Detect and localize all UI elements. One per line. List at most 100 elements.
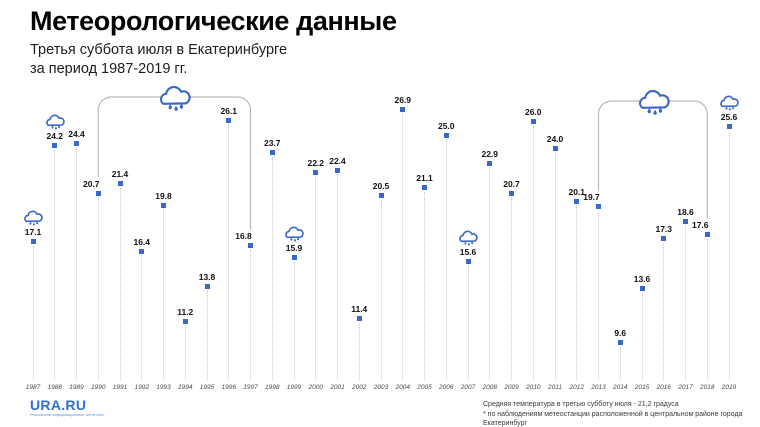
year-label: 2001: [330, 384, 345, 391]
value-label: 17.6: [691, 220, 709, 231]
value-label: 17.3: [655, 224, 673, 235]
value-label: 17.1: [24, 227, 42, 238]
data-point-marker: [117, 181, 123, 187]
year-label: 2011: [548, 384, 562, 391]
rain-cloud-icon: [457, 229, 479, 253]
stem: [576, 205, 578, 380]
value-label: 22.2: [307, 158, 325, 169]
stem: [358, 322, 360, 380]
data-point-marker: [596, 204, 601, 210]
data-point-marker: [683, 218, 688, 224]
data-point-marker: [182, 318, 188, 324]
stem: [54, 149, 56, 380]
stem: [424, 191, 425, 380]
stem: [228, 124, 230, 380]
data-point-marker: [52, 143, 58, 149]
stem: [76, 147, 77, 380]
stem: [598, 210, 599, 380]
data-point-marker: [400, 106, 406, 112]
data-point-marker: [74, 140, 79, 146]
value-label: 11.2: [177, 306, 194, 317]
year-label: 2004: [395, 384, 410, 391]
stem: [337, 174, 338, 380]
year-label: 1998: [265, 384, 280, 391]
value-label: 22.4: [329, 155, 346, 166]
data-point-marker: [443, 132, 449, 138]
stem: [706, 238, 708, 380]
year-label: 2015: [634, 384, 650, 391]
data-point-marker: [378, 193, 384, 199]
data-point-marker: [552, 146, 558, 151]
rain-cloud-icon: [22, 209, 44, 233]
subtitle: Третья суббота июля в Екатеринбурге за п…: [30, 41, 287, 79]
value-label: 24.4: [68, 128, 85, 139]
stem: [641, 292, 643, 380]
year-label: 2014: [613, 384, 628, 391]
value-label: 20.1: [568, 186, 586, 197]
note-average-temperature: Средняя температура в третью субботу июл…: [483, 401, 679, 408]
data-point-marker: [509, 190, 514, 196]
stem: [184, 325, 186, 380]
note-source: * по наблюдениям метеостанции расположен…: [483, 410, 743, 427]
year-label: 2010: [526, 384, 541, 391]
year-label: 1993: [156, 384, 171, 391]
value-label: 9.6: [614, 328, 627, 339]
subtitle-line-1: Третья суббота июля в Екатеринбурге: [30, 42, 288, 58]
value-label: 19.8: [155, 190, 172, 201]
data-point-marker: [422, 185, 427, 191]
stem: [532, 125, 534, 380]
value-label: 26.0: [524, 107, 542, 117]
data-point-marker: [161, 202, 166, 208]
year-label: 2018: [700, 384, 715, 391]
data-point-marker: [226, 117, 232, 123]
year-label: 1995: [199, 384, 215, 391]
year-label: 2002: [352, 384, 367, 391]
value-label: 24.0: [546, 134, 564, 144]
year-label: 2013: [591, 384, 606, 391]
stem: [293, 261, 295, 380]
year-label: 2000: [308, 384, 323, 391]
year-label: 1994: [178, 384, 193, 391]
year-label: 1992: [134, 384, 149, 391]
value-label: 26.1: [220, 105, 238, 116]
year-label: 2012: [569, 384, 584, 391]
stem: [271, 156, 273, 380]
year-label: 2017: [678, 384, 693, 391]
data-point-marker: [530, 119, 536, 124]
stem: [554, 152, 556, 380]
value-label: 26.9: [394, 94, 412, 105]
stem: [380, 199, 382, 380]
stem: [97, 197, 99, 380]
year-label: 1996: [221, 384, 236, 391]
stem: [467, 265, 469, 380]
data-point-marker: [204, 283, 210, 289]
value-label: 15.9: [285, 243, 303, 254]
data-point-marker: [487, 160, 493, 166]
stem: [489, 167, 491, 380]
stem: [445, 139, 447, 380]
logo-text: URA.RU: [30, 397, 87, 413]
year-label: 1999: [286, 384, 302, 391]
stem: [32, 245, 34, 380]
data-point-marker: [313, 170, 319, 176]
rain-cloud-icon: [718, 94, 740, 118]
value-label: 19.7: [583, 192, 600, 203]
value-label: 16.4: [133, 236, 151, 247]
year-label: 2016: [656, 384, 671, 391]
subtitle-line-2: за период 1987-2019 гг.: [30, 61, 188, 77]
year-label: 2005: [417, 384, 432, 391]
stem: [315, 176, 317, 380]
year-label: 1988: [47, 384, 62, 391]
rain-cloud-icon: [283, 225, 305, 249]
page-title: Метеорологические данные: [30, 6, 397, 36]
value-label: 20.7: [82, 178, 100, 189]
stem: [163, 209, 164, 380]
value-label: 13.8: [198, 271, 216, 282]
stem: [119, 187, 121, 380]
data-point-marker: [291, 255, 297, 261]
value-label: 20.7: [503, 178, 520, 189]
value-label: 25.6: [720, 112, 738, 123]
stem: [206, 290, 208, 380]
stem: [141, 255, 143, 380]
data-point-marker: [617, 340, 623, 346]
